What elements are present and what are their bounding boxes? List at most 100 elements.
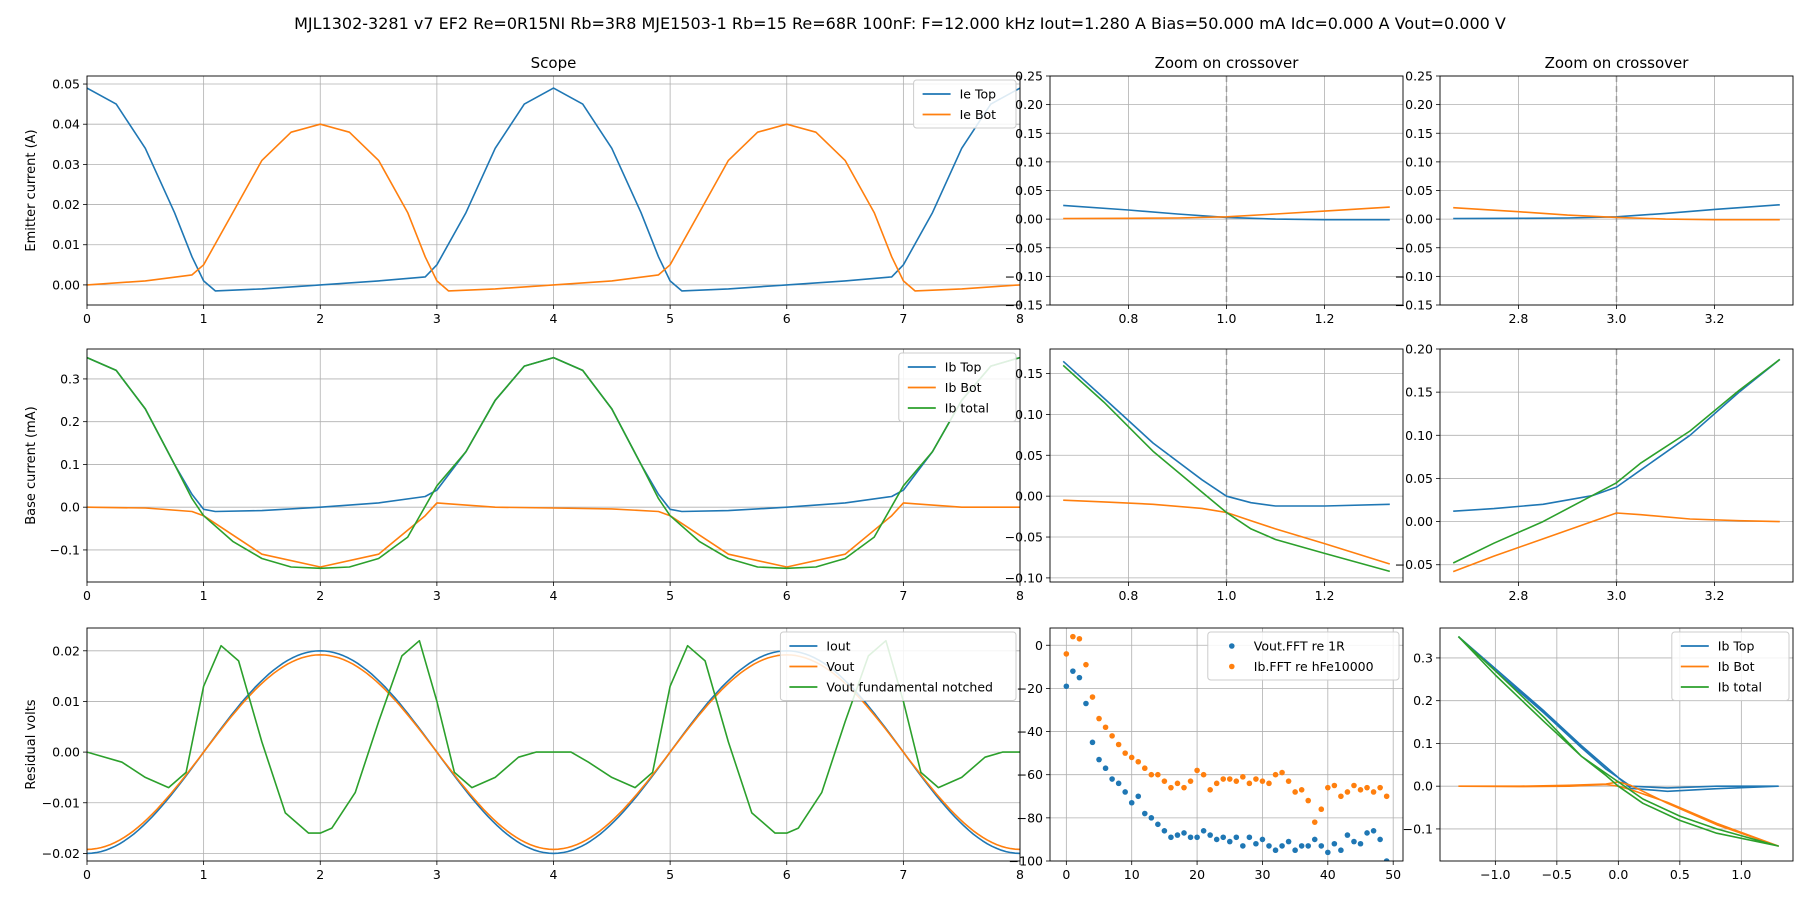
series-group — [87, 87, 1020, 292]
data-point — [1063, 651, 1070, 657]
panel-2: 0.8 1.0 1.2 −0.15 −0.10 −0.05 0.00 0.05 0.10 0.15… — [1005, 54, 1404, 326]
data-point — [1259, 778, 1266, 784]
y-tick-label: 0.2 — [60, 414, 80, 429]
data-point — [1181, 830, 1187, 836]
y-tick-label: 0.05 — [1405, 183, 1433, 198]
legend-label: Ie Top — [960, 87, 997, 102]
data-point — [1266, 780, 1272, 787]
x-tick-label: 0.0 — [1608, 867, 1628, 882]
x-tick-label: 7 — [899, 867, 907, 882]
series-line — [1457, 636, 1779, 847]
data-point — [1200, 827, 1207, 834]
x-tick-label: 5 — [666, 311, 674, 326]
y-tick-label: 0.10 — [1405, 154, 1433, 169]
x-tick-label: −1.0 — [1480, 867, 1510, 882]
panel-4: 0 1 2 3 4 5 6 7 8 −0.1 0.0 0.1 0.2 0.3 Base current (m… — [24, 348, 1024, 603]
series-line — [87, 356, 1020, 570]
y-tick-label: −0.02 — [42, 846, 80, 861]
x-tick-label: 7 — [899, 311, 907, 326]
y-tick-label: 0.00 — [52, 277, 80, 292]
y-tick-label: 0.1 — [1413, 736, 1433, 751]
x-tick-label: 3.2 — [1705, 588, 1725, 603]
data-point — [1279, 843, 1285, 849]
data-point — [1207, 832, 1213, 838]
y-tick-label: 0.20 — [1015, 97, 1043, 112]
data-point — [1266, 843, 1272, 849]
data-point — [1246, 780, 1253, 787]
y-tick-label: −0.01 — [42, 795, 80, 810]
y-axis-label: Residual volts — [24, 699, 39, 789]
data-point — [1383, 858, 1390, 861]
legend: Ib Top Ib Bot Ib total — [1671, 631, 1790, 701]
legend-label: Iout — [826, 639, 850, 654]
x-tick-label: 1.2 — [1315, 311, 1335, 326]
series-group — [1062, 360, 1391, 573]
series-line — [87, 123, 1020, 292]
legend: Ie Top Ie Bot — [913, 79, 1017, 129]
data-point — [1083, 661, 1089, 668]
data-point — [1128, 799, 1135, 806]
x-tick-label: 0.8 — [1118, 311, 1138, 326]
y-tick-label: −0.05 — [1395, 557, 1433, 572]
x-tick-label: 50 — [1385, 867, 1401, 882]
y-tick-label: −0.10 — [1005, 570, 1043, 585]
x-tick-label: 0 — [83, 588, 91, 603]
x-tick-label: 3.2 — [1705, 311, 1725, 326]
x-tick-label: 4 — [550, 867, 558, 882]
data-point — [1351, 782, 1357, 789]
legend: Vout.FFT re 1R Ib.FFT re hFe10000 — [1207, 631, 1400, 681]
data-point — [1194, 767, 1200, 774]
legend-box — [1671, 631, 1790, 701]
data-point — [1311, 836, 1318, 843]
y-tick-label: 0.0 — [60, 500, 80, 515]
data-point — [1279, 769, 1285, 776]
legend-label: Vout fundamental notched — [826, 680, 993, 695]
data-point — [1070, 668, 1076, 674]
legend-label: Ib Bot — [1718, 659, 1755, 674]
panel-7: 0 1 2 3 4 5 6 7 8 −0.02 −0.01 0.00 0.01 0.02 Residual … — [24, 627, 1024, 882]
x-tick-label: 40 — [1320, 867, 1336, 882]
data-point — [1331, 840, 1338, 847]
data-point — [1076, 635, 1083, 642]
series-line — [1452, 512, 1780, 573]
x-tick-label: 7 — [899, 588, 907, 603]
data-point — [1141, 810, 1148, 817]
data-point — [1325, 849, 1331, 856]
y-tick-label: −100 — [1009, 854, 1043, 869]
y-tick-label: −0.15 — [1395, 298, 1433, 313]
data-point — [1226, 838, 1233, 845]
data-point — [1096, 756, 1102, 763]
data-point — [1148, 771, 1155, 778]
series-line — [1063, 206, 1390, 220]
data-point — [1207, 787, 1213, 793]
data-point — [1187, 778, 1194, 784]
y-tick-label: 0.1 — [60, 457, 80, 472]
series-line — [87, 650, 1020, 855]
y-tick-label: 0.00 — [52, 745, 80, 760]
data-point — [1070, 633, 1076, 640]
legend-marker — [1229, 643, 1235, 649]
panel-1: 0 1 2 3 4 5 6 7 8 0.00 0.01 0.02 0.03 0.04 0.05 Scope Em… — [24, 54, 1024, 326]
panel-3: 2.8 3.0 3.2 −0.15 −0.10 −0.05 0.00 0.05 0.10 0.15… — [1395, 54, 1794, 326]
data-point — [1259, 836, 1266, 843]
x-tick-label: 1.0 — [1217, 588, 1237, 603]
y-tick-label: −0.10 — [1395, 269, 1433, 284]
y-tick-label: −0.05 — [1395, 240, 1433, 255]
data-point — [1344, 789, 1351, 795]
x-tick-label: 1 — [200, 867, 208, 882]
panel-6: 2.8 3.0 3.2 −0.05 0.00 0.05 0.10 0.15 0.20 — [1395, 342, 1794, 603]
series-line — [1452, 358, 1781, 564]
panel-title: Zoom on crossover — [1155, 54, 1300, 72]
data-point — [1226, 776, 1233, 782]
data-point — [1311, 819, 1318, 825]
x-tick-label: 0 — [83, 311, 91, 326]
data-point — [1115, 741, 1122, 748]
data-point — [1377, 836, 1383, 843]
data-point — [1213, 780, 1220, 787]
x-tick-label: 0.8 — [1118, 588, 1138, 603]
series-line — [1062, 360, 1390, 507]
data-point — [1357, 840, 1364, 847]
legend-box — [913, 79, 1017, 129]
panel-9: −1.0 −0.5 0.0 0.5 1.0−0.10.00.10.20.3Ib TopI… — [1403, 627, 1794, 882]
